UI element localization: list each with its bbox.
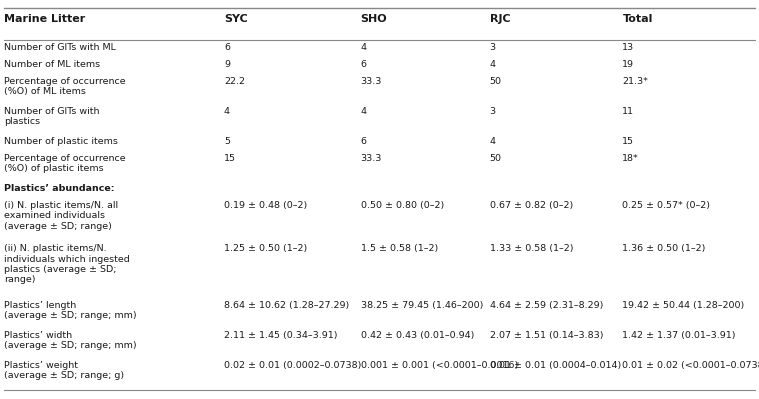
Text: 38.25 ± 79.45 (1.46–200): 38.25 ± 79.45 (1.46–200): [361, 301, 483, 310]
Text: Percentage of occurrence
(%O) of plastic items: Percentage of occurrence (%O) of plastic…: [4, 154, 125, 173]
Text: 22.2: 22.2: [224, 77, 245, 86]
Text: 0.42 ± 0.43 (0.01–0.94): 0.42 ± 0.43 (0.01–0.94): [361, 331, 474, 340]
Text: 0.67 ± 0.82 (0–2): 0.67 ± 0.82 (0–2): [490, 201, 573, 210]
Text: Number of plastic items: Number of plastic items: [4, 137, 118, 146]
Text: 15: 15: [224, 154, 236, 163]
Text: 21.3*: 21.3*: [622, 77, 648, 86]
Text: SHO: SHO: [361, 14, 387, 24]
Text: 1.5 ± 0.58 (1–2): 1.5 ± 0.58 (1–2): [361, 244, 438, 253]
Text: 15: 15: [622, 137, 635, 146]
Text: 9: 9: [224, 60, 230, 69]
Text: (i) N. plastic items/N. all
examined individuals
(average ± SD; range): (i) N. plastic items/N. all examined ind…: [4, 201, 118, 231]
Text: 0.50 ± 0.80 (0–2): 0.50 ± 0.80 (0–2): [361, 201, 444, 210]
Text: Marine Litter: Marine Litter: [4, 14, 85, 24]
Text: 5: 5: [224, 137, 230, 146]
Text: 4: 4: [224, 107, 230, 116]
Text: 0.25 ± 0.57* (0–2): 0.25 ± 0.57* (0–2): [622, 201, 710, 210]
Text: Total: Total: [622, 14, 653, 24]
Text: 1.25 ± 0.50 (1–2): 1.25 ± 0.50 (1–2): [224, 244, 307, 253]
Text: 4: 4: [490, 137, 496, 146]
Text: 50: 50: [490, 154, 502, 163]
Text: 0.001 ± 0.001 (<0.0001–0.0016): 0.001 ± 0.001 (<0.0001–0.0016): [361, 361, 518, 370]
Text: 1.42 ± 1.37 (0.01–3.91): 1.42 ± 1.37 (0.01–3.91): [622, 331, 736, 340]
Text: Percentage of occurrence
(%O) of ML items: Percentage of occurrence (%O) of ML item…: [4, 77, 125, 96]
Text: RJC: RJC: [490, 14, 510, 24]
Text: 8.64 ± 10.62 (1.28–27.29): 8.64 ± 10.62 (1.28–27.29): [224, 301, 349, 310]
Text: 6: 6: [361, 60, 367, 69]
Text: SYC: SYC: [224, 14, 247, 24]
Text: 18*: 18*: [622, 154, 639, 163]
Text: 1.33 ± 0.58 (1–2): 1.33 ± 0.58 (1–2): [490, 244, 573, 253]
Text: 33.3: 33.3: [361, 154, 382, 163]
Text: 6: 6: [224, 43, 230, 52]
Text: 11: 11: [622, 107, 635, 116]
Text: 0.02 ± 0.01 (0.0002–0.0738): 0.02 ± 0.01 (0.0002–0.0738): [224, 361, 361, 370]
Text: 4: 4: [361, 43, 367, 52]
Text: 50: 50: [490, 77, 502, 86]
Text: Plastics’ weight
(average ± SD; range; g): Plastics’ weight (average ± SD; range; g…: [4, 361, 124, 380]
Text: 4: 4: [361, 107, 367, 116]
Text: 0.19 ± 0.48 (0–2): 0.19 ± 0.48 (0–2): [224, 201, 307, 210]
Text: 3: 3: [490, 107, 496, 116]
Text: 6: 6: [361, 137, 367, 146]
Text: 0.01 ± 0.02 (<0.0001–0.0738): 0.01 ± 0.02 (<0.0001–0.0738): [622, 361, 759, 370]
Text: 19: 19: [622, 60, 635, 69]
Text: 4.64 ± 2.59 (2.31–8.29): 4.64 ± 2.59 (2.31–8.29): [490, 301, 603, 310]
Text: 2.07 ± 1.51 (0.14–3.83): 2.07 ± 1.51 (0.14–3.83): [490, 331, 603, 340]
Text: 3: 3: [490, 43, 496, 52]
Text: 33.3: 33.3: [361, 77, 382, 86]
Text: Number of GITs with ML: Number of GITs with ML: [4, 43, 115, 52]
Text: 0.01 ± 0.01 (0.0004–0.014): 0.01 ± 0.01 (0.0004–0.014): [490, 361, 621, 370]
Text: 19.42 ± 50.44 (1.28–200): 19.42 ± 50.44 (1.28–200): [622, 301, 745, 310]
Text: Plastics’ length
(average ± SD; range; mm): Plastics’ length (average ± SD; range; m…: [4, 301, 137, 320]
Text: 13: 13: [622, 43, 635, 52]
Text: 2.11 ± 1.45 (0.34–3.91): 2.11 ± 1.45 (0.34–3.91): [224, 331, 338, 340]
Text: Plastics’ abundance:: Plastics’ abundance:: [4, 184, 115, 193]
Text: 4: 4: [490, 60, 496, 69]
Text: Number of ML items: Number of ML items: [4, 60, 100, 69]
Text: (ii) N. plastic items/N.
individuals which ingested
plastics (average ± SD;
rang: (ii) N. plastic items/N. individuals whi…: [4, 244, 130, 284]
Text: 1.36 ± 0.50 (1–2): 1.36 ± 0.50 (1–2): [622, 244, 706, 253]
Text: Number of GITs with
plastics: Number of GITs with plastics: [4, 107, 99, 126]
Text: Plastics’ width
(average ± SD; range; mm): Plastics’ width (average ± SD; range; mm…: [4, 331, 137, 350]
